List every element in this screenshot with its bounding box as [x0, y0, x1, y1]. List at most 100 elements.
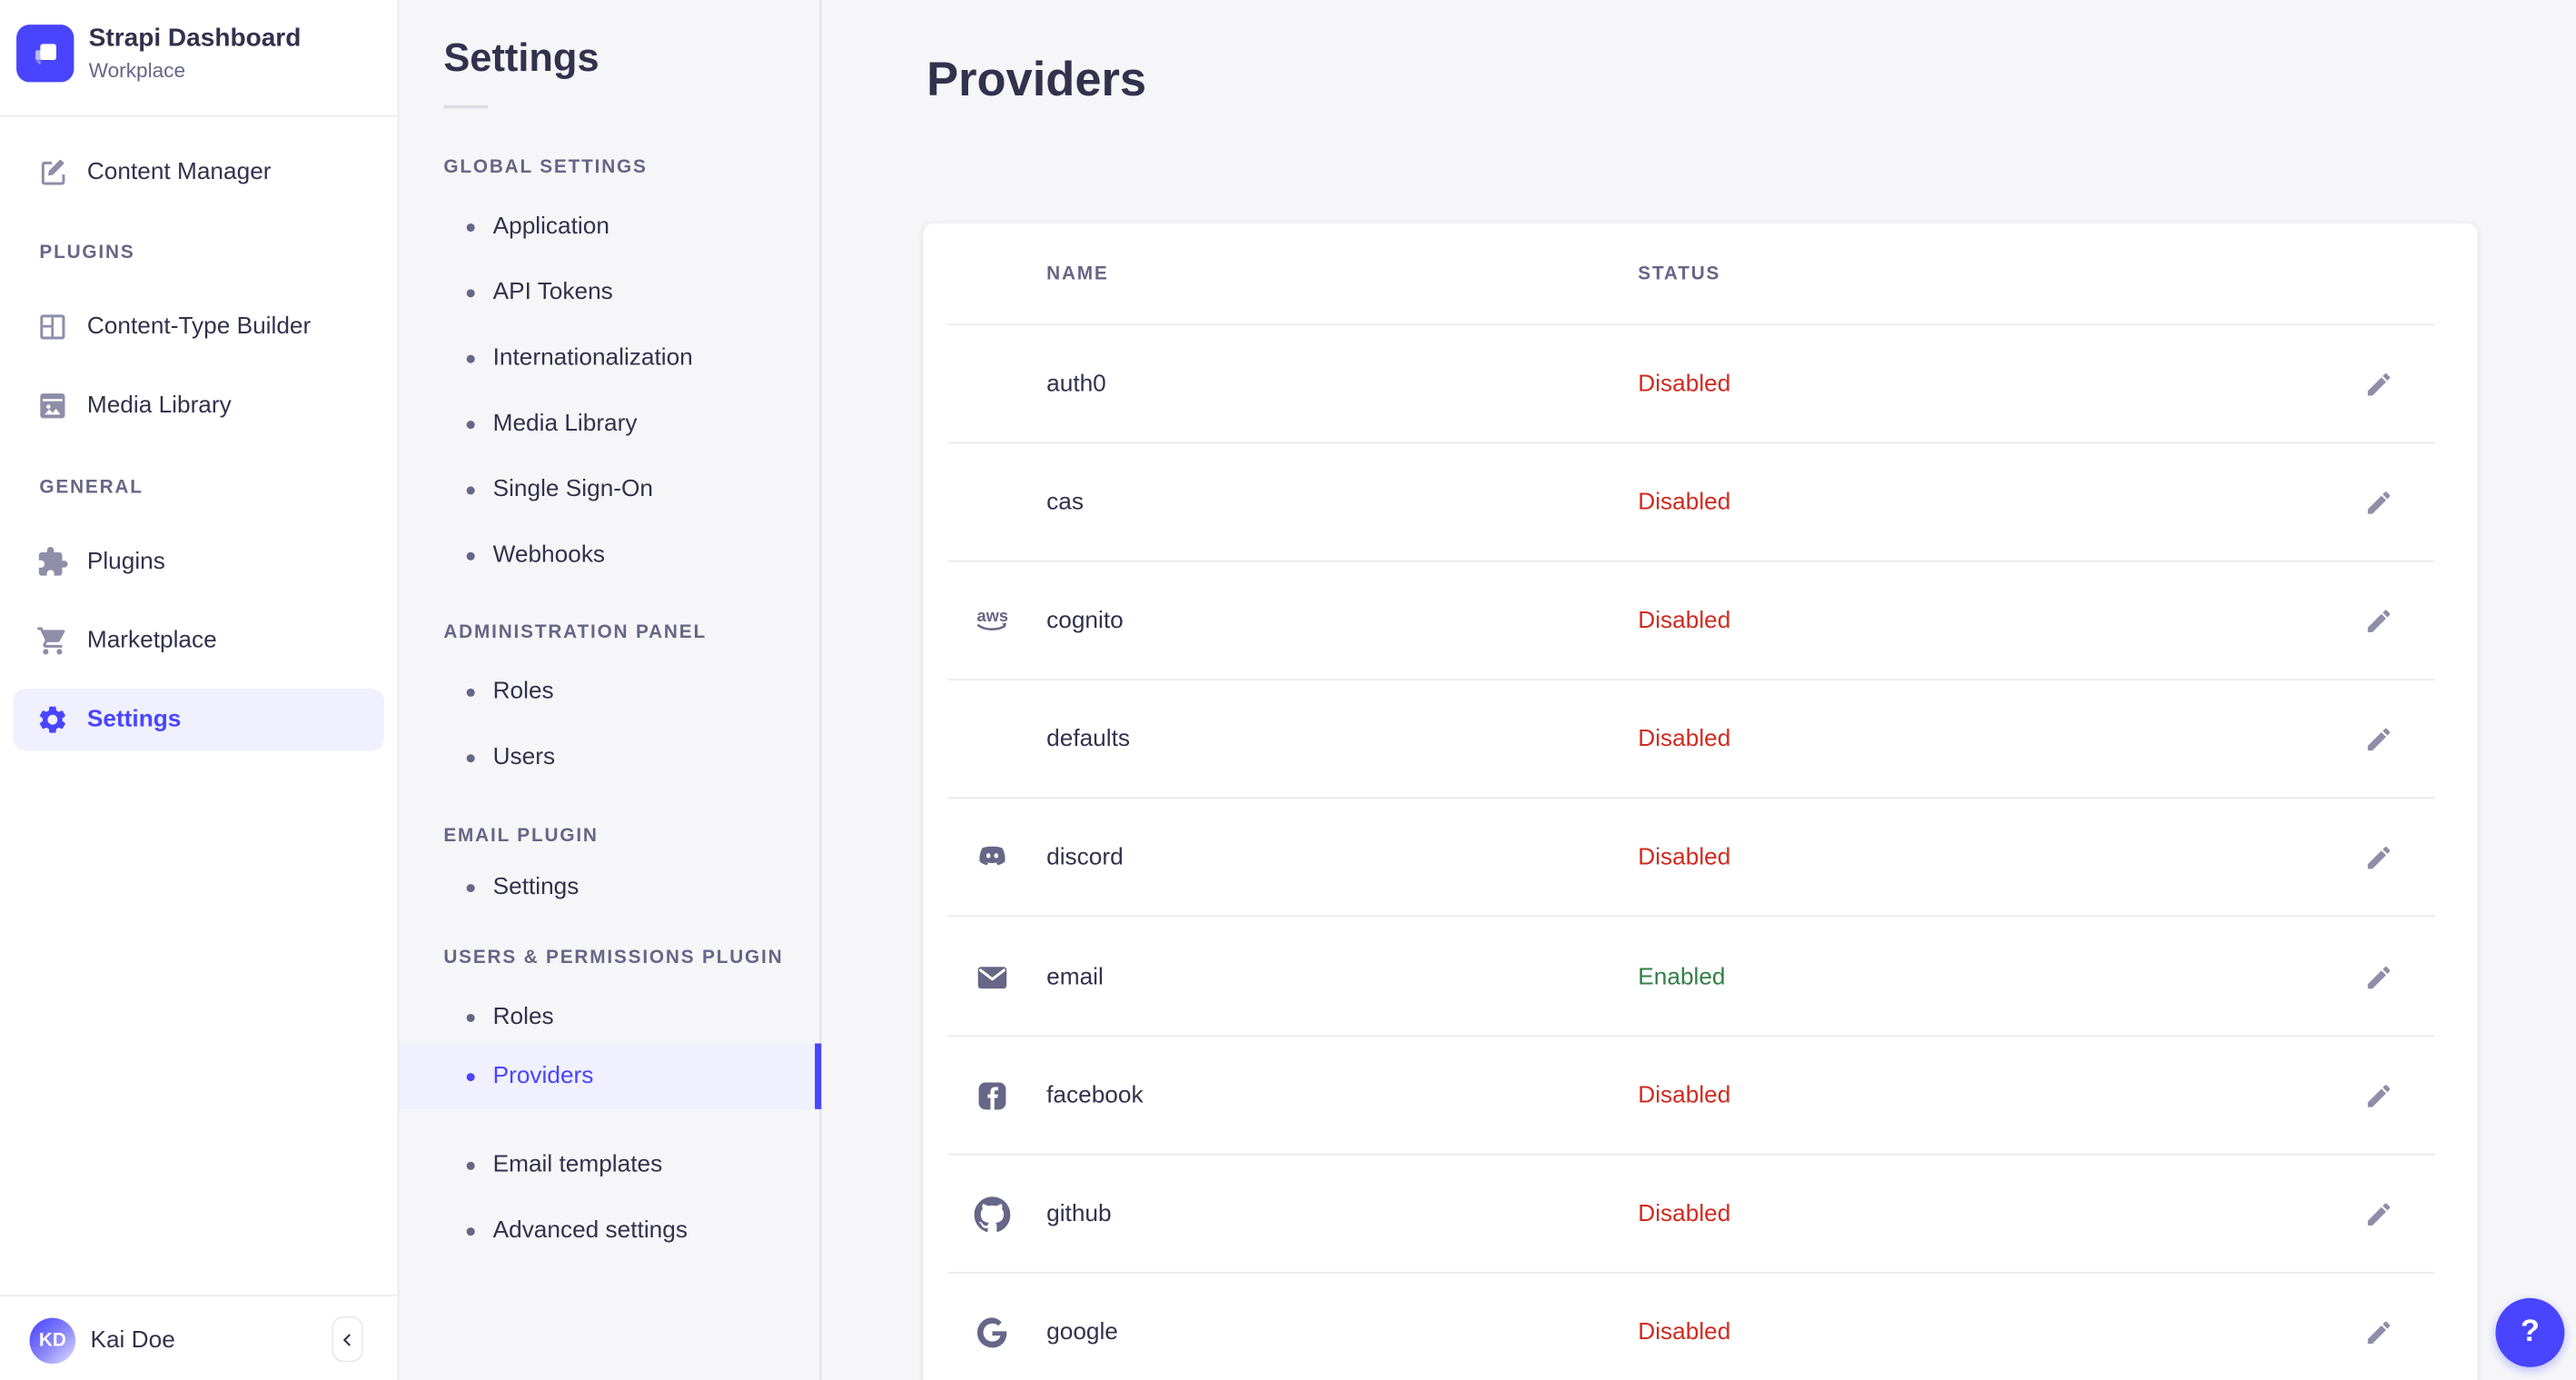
- subnav-item-api-tokens[interactable]: API Tokens: [400, 273, 822, 312]
- subnav-item-media-library[interactable]: Media Library: [400, 404, 822, 443]
- subnav-section-email-plugin: EMAIL PLUGIN: [443, 826, 599, 847]
- main-sidebar: Strapi Dashboard Workplace Content Manag…: [0, 0, 400, 1380]
- image-icon: [36, 390, 69, 422]
- status-badge: Enabled: [1638, 963, 1726, 990]
- subnav-item-providers[interactable]: Providers: [400, 1057, 822, 1096]
- provider-name: cas: [1046, 489, 1084, 516]
- cart-icon: [36, 624, 69, 657]
- provider-name: google: [1046, 1319, 1118, 1346]
- sidebar-item-plugins[interactable]: Plugins: [0, 532, 400, 591]
- sidebar-item-settings[interactable]: Settings: [13, 688, 385, 751]
- subnav-section-users-permissions-plugin: USERS & PERMISSIONS PLUGIN: [443, 948, 784, 968]
- provider-name: facebook: [1046, 1082, 1144, 1109]
- provider-name: email: [1046, 963, 1104, 990]
- bullet-icon: [466, 883, 475, 892]
- sidebar-item-media-library[interactable]: Media Library: [0, 376, 400, 435]
- svg-text:aws: aws: [977, 606, 1008, 625]
- sidebar-section-plugins: PLUGINS: [39, 243, 135, 263]
- edit-provider-button[interactable]: [2357, 719, 2400, 761]
- provider-name: discord: [1046, 845, 1124, 872]
- bullet-icon: [466, 1160, 475, 1169]
- status-badge: Disabled: [1638, 1200, 1731, 1227]
- edit-provider-button[interactable]: [2357, 1074, 2400, 1117]
- workspace-switcher[interactable]: Strapi Dashboard Workplace: [0, 0, 398, 117]
- provider-name: cognito: [1046, 608, 1124, 635]
- table-row: discord Disabled: [923, 799, 2477, 918]
- table-row: cas Disabled: [923, 443, 2477, 562]
- discord-icon: [975, 840, 1011, 877]
- pencil-icon: [2364, 962, 2394, 992]
- status-badge: Disabled: [1638, 608, 1731, 635]
- pen-paper-icon: [36, 156, 69, 189]
- providers-table-card: NAME STATUS auth0 Disabled cas Disabled: [923, 223, 2478, 1380]
- bullet-icon: [466, 1013, 475, 1022]
- collapse-sidebar-button[interactable]: [332, 1315, 363, 1363]
- pencil-icon: [2364, 488, 2394, 518]
- page-title: Providers: [926, 54, 1147, 107]
- subnav-title: Settings: [443, 35, 599, 81]
- subnav-item-email-settings[interactable]: Settings: [400, 868, 822, 907]
- status-badge: Disabled: [1638, 726, 1731, 753]
- bullet-icon: [466, 1226, 475, 1236]
- subnav-item-single-sign-on[interactable]: Single Sign-On: [400, 470, 822, 509]
- table-row: auth0 Disabled: [923, 324, 2477, 444]
- edit-provider-button[interactable]: [2357, 362, 2400, 405]
- subnav-item-advanced-settings[interactable]: Advanced settings: [400, 1211, 822, 1250]
- subnav-item-application[interactable]: Application: [400, 207, 822, 246]
- sidebar-footer: KD Kai Doe: [0, 1295, 400, 1380]
- subnav-section-global-settings: GLOBAL SETTINGS: [443, 156, 648, 177]
- table-row: email Enabled: [923, 918, 2477, 1037]
- sidebar-item-label: Content Manager: [86, 159, 272, 186]
- column-header-name: NAME: [1046, 263, 1109, 284]
- status-badge: Disabled: [1638, 845, 1731, 872]
- subnav-section-administration-panel: ADMINISTRATION PANEL: [443, 622, 707, 643]
- pencil-icon: [2364, 725, 2394, 755]
- question-mark-icon: ?: [2520, 1314, 2540, 1349]
- subnav-item-email-templates[interactable]: Email templates: [400, 1146, 822, 1185]
- bullet-icon: [466, 353, 475, 362]
- help-button[interactable]: ?: [2495, 1297, 2565, 1367]
- subnav-item-webhooks[interactable]: Webhooks: [400, 536, 822, 575]
- subnav-item-up-roles[interactable]: Roles: [400, 998, 822, 1037]
- sidebar-item-label: Content-Type Builder: [86, 313, 312, 341]
- user-name[interactable]: Kai Doe: [90, 1327, 175, 1355]
- bullet-icon: [466, 223, 475, 232]
- google-icon: [975, 1315, 1011, 1351]
- envelope-icon: [975, 958, 1011, 995]
- edit-provider-button[interactable]: [2357, 482, 2400, 524]
- sidebar-item-content-manager[interactable]: Content Manager: [0, 143, 400, 202]
- subnav-item-admin-roles[interactable]: Roles: [400, 672, 822, 711]
- table-row: facebook Disabled: [923, 1037, 2477, 1156]
- edit-provider-button[interactable]: [2357, 837, 2400, 879]
- facebook-icon: [975, 1077, 1011, 1114]
- provider-name: github: [1046, 1200, 1112, 1227]
- edit-provider-button[interactable]: [2357, 600, 2400, 642]
- edit-provider-button[interactable]: [2357, 1193, 2400, 1236]
- subnav-item-internationalization[interactable]: Internationalization: [400, 339, 822, 378]
- main-content: Providers NAME STATUS auth0 Disabled cas…: [821, 0, 2576, 1380]
- table-row: defaults Disabled: [923, 680, 2477, 799]
- status-badge: Disabled: [1638, 1082, 1731, 1109]
- pencil-icon: [2364, 1199, 2394, 1229]
- aws-icon: aws: [975, 603, 1011, 640]
- puzzle-icon: [36, 545, 69, 578]
- edit-provider-button[interactable]: [2357, 956, 2400, 998]
- status-badge: Disabled: [1638, 1319, 1731, 1346]
- workspace-name: Workplace: [88, 59, 186, 83]
- table-row: aws cognito Disabled: [923, 561, 2477, 681]
- avatar[interactable]: KD: [29, 1317, 76, 1365]
- app-title: Strapi Dashboard: [88, 25, 302, 53]
- sidebar-item-marketplace[interactable]: Marketplace: [0, 611, 400, 670]
- sidebar-item-label: Plugins: [86, 549, 165, 576]
- layout-icon: [36, 311, 69, 343]
- table-row: google Disabled: [923, 1274, 2477, 1380]
- edit-provider-button[interactable]: [2357, 1312, 2400, 1355]
- subnav-item-admin-users[interactable]: Users: [400, 738, 822, 777]
- bullet-icon: [466, 753, 475, 762]
- bullet-icon: [466, 420, 475, 429]
- sidebar-item-content-type-builder[interactable]: Content-Type Builder: [0, 297, 400, 356]
- active-item-indicator: [814, 1043, 822, 1109]
- divider: [443, 104, 489, 109]
- chevron-left-icon: [339, 1330, 357, 1348]
